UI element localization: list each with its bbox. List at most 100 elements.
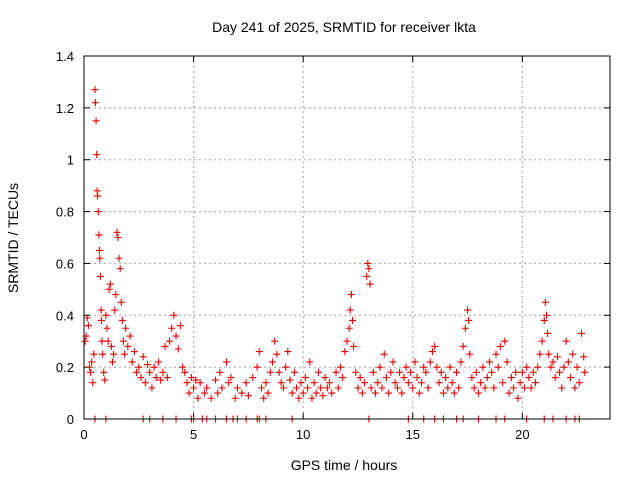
data-point [174,345,182,353]
data-point [332,368,340,376]
data-point [560,363,568,371]
data-point [494,363,502,371]
data-point [464,306,472,314]
data-point [201,389,209,397]
data-point [361,379,369,387]
data-point [84,322,92,330]
data-point [286,376,294,384]
data-point [573,363,581,371]
data-point [192,376,200,384]
data-point [547,363,555,371]
data-point [159,368,167,376]
y-tick-label: 1 [67,153,74,168]
y-tick-label: 0.4 [56,308,74,323]
data-point [567,374,575,382]
data-point [505,389,513,397]
axis-ticks [83,55,610,420]
data-point [571,384,579,392]
data-point [130,348,138,356]
data-point [516,379,524,387]
data-point [396,368,404,376]
data-point [556,368,564,376]
data-point [277,379,285,387]
data-point [115,254,123,262]
data-point [227,374,235,382]
data-point [367,384,375,392]
data-point [411,358,419,366]
data-point [514,394,522,402]
data-point [152,374,160,382]
data-point [490,384,498,392]
data-point [179,363,187,371]
data-point [216,368,224,376]
data-point [181,368,189,376]
data-point [85,363,93,371]
data-point [527,384,535,392]
data-point [540,316,548,324]
x-axis-title: GPS time / hours [291,457,398,473]
data-point [321,374,329,382]
data-point [477,379,485,387]
data-point [400,374,408,382]
data-point [391,379,399,387]
data-point [108,358,116,366]
data-point [492,350,500,358]
data-point [137,374,145,382]
data-point [100,368,108,376]
data-point [510,384,518,392]
data-point [253,363,261,371]
y-tick-label: 0.2 [56,360,74,375]
data-point [501,337,509,345]
data-point [258,384,266,392]
grid-lines [84,56,610,419]
data-point [111,306,119,314]
data-point [446,363,454,371]
tick-labels: 0 0.2 0.4 0.6 0.8 1 1.2 1.4 0 5 10 15 20 [56,49,530,442]
data-point [118,316,126,324]
data-point [448,379,456,387]
data-point [415,389,423,397]
data-point [87,368,95,376]
data-point [578,329,586,337]
data-point [485,358,493,366]
data-point [244,392,252,400]
data-point [433,363,441,371]
data-point [94,208,102,216]
data-point [242,379,250,387]
data-point [364,259,372,267]
data-point [444,384,452,392]
data-point [297,379,305,387]
data-point [369,368,377,376]
data-point [371,389,379,397]
data-point [91,99,99,107]
data-point [479,363,487,371]
data-point [96,254,104,262]
data-point [365,265,373,273]
data-point [165,337,173,345]
data-point [483,374,491,382]
data-point [284,348,292,356]
data-point [575,379,583,387]
data-point [139,353,147,361]
data-point [81,337,89,345]
data-point [541,298,549,306]
data-point [96,272,104,280]
x-tick-label: 15 [406,427,420,442]
data-point [268,358,276,366]
data-point [422,368,430,376]
data-point [544,329,552,337]
data-point [104,337,112,345]
data-point [290,368,298,376]
data-point [562,337,570,345]
data-point [475,389,482,397]
data-point [98,337,106,345]
data-point [461,324,469,332]
data-point [299,389,307,397]
data-point [161,342,169,350]
y-tick-label: 0.6 [56,256,74,271]
data-point [523,363,531,371]
data-point [317,384,325,392]
data-point [304,384,312,392]
data-point [398,389,406,397]
